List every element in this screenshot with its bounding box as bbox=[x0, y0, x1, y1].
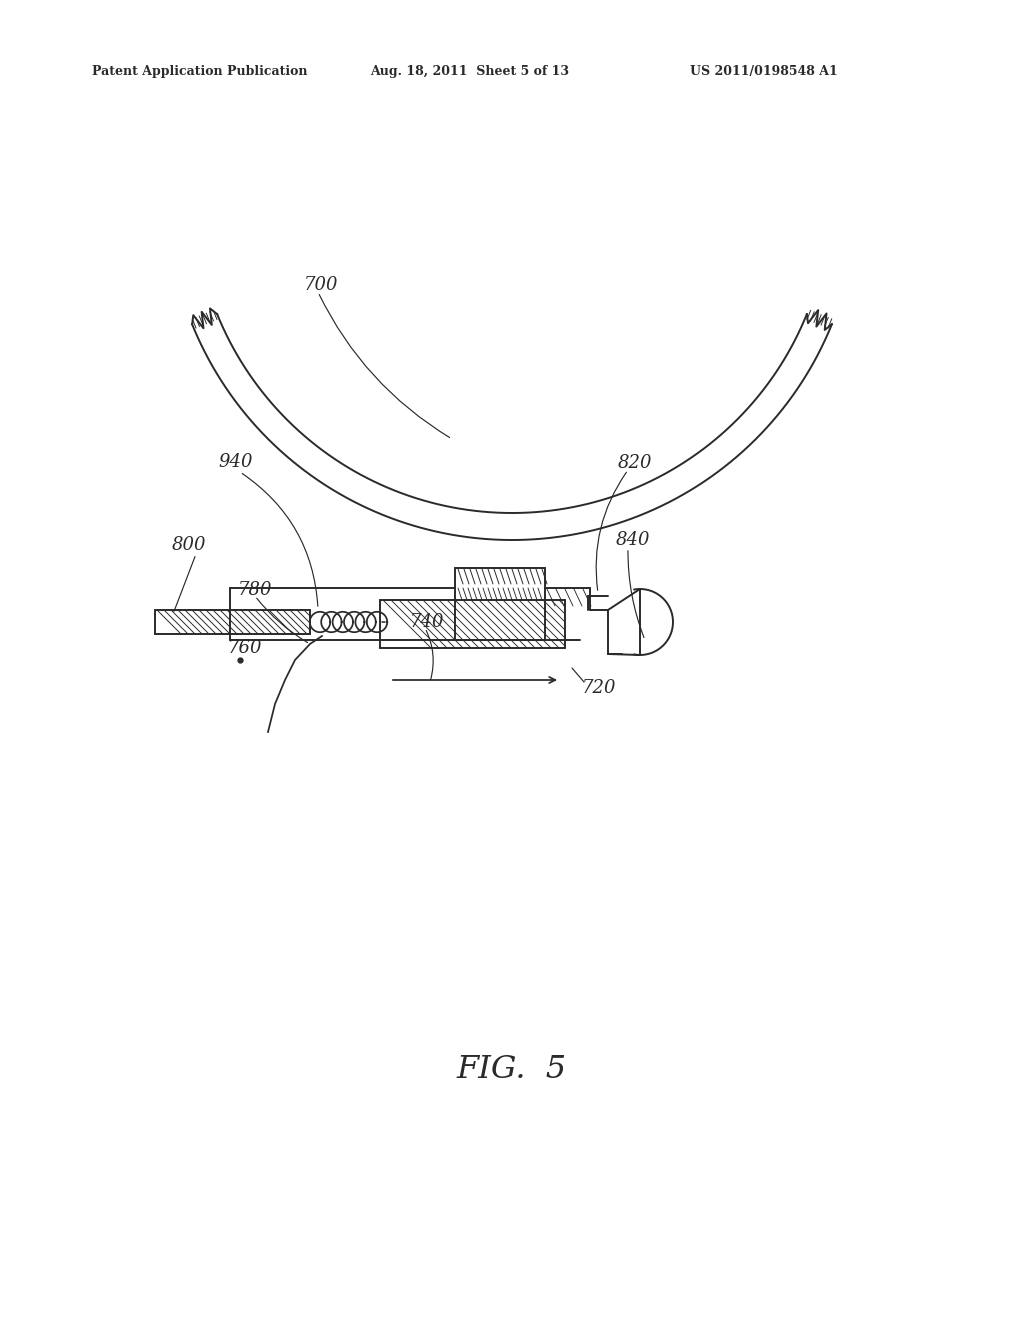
Text: 700: 700 bbox=[304, 276, 339, 294]
Text: 940: 940 bbox=[218, 453, 253, 471]
Text: 820: 820 bbox=[618, 454, 652, 473]
Text: 800: 800 bbox=[172, 536, 207, 554]
Text: FIG.  5: FIG. 5 bbox=[457, 1055, 567, 1085]
Text: 840: 840 bbox=[616, 531, 650, 549]
Text: US 2011/0198548 A1: US 2011/0198548 A1 bbox=[690, 66, 838, 78]
Text: 780: 780 bbox=[238, 581, 272, 599]
Text: 740: 740 bbox=[410, 612, 444, 631]
Text: Patent Application Publication: Patent Application Publication bbox=[92, 66, 307, 78]
Text: 720: 720 bbox=[582, 678, 616, 697]
Text: Aug. 18, 2011  Sheet 5 of 13: Aug. 18, 2011 Sheet 5 of 13 bbox=[370, 66, 569, 78]
Text: 760: 760 bbox=[228, 639, 262, 657]
